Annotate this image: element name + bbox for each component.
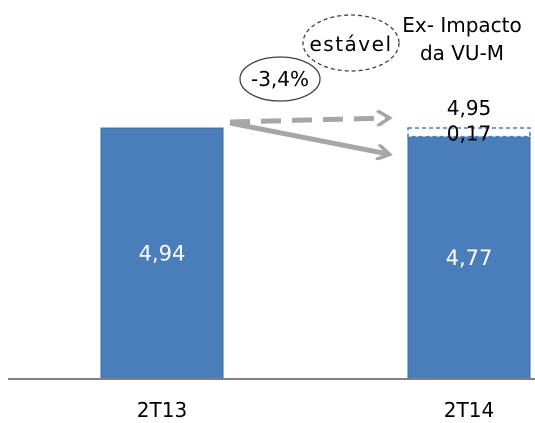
bar-2t14-increment bbox=[407, 127, 531, 138]
arrow-solid-decline bbox=[229, 120, 388, 154]
tick-label-2t13: 2T13 bbox=[137, 398, 187, 422]
change-ellipse bbox=[239, 56, 321, 102]
tick-label-2t14: 2T14 bbox=[444, 398, 494, 422]
data-label-2t13: 4,94 bbox=[139, 242, 186, 266]
bar-2t13 bbox=[100, 127, 224, 380]
stable-annotation: estável bbox=[309, 32, 392, 56]
bar-2t14 bbox=[407, 136, 531, 380]
change-annotation: -3,4% bbox=[251, 67, 309, 91]
data-label-total: 4,95 bbox=[447, 96, 492, 120]
data-label-increment: 0,17 bbox=[447, 121, 492, 145]
ex-impact-label-line2: da VU-M bbox=[420, 41, 504, 65]
data-label-2t14: 4,77 bbox=[446, 246, 493, 270]
stable-ellipse bbox=[302, 14, 400, 72]
arrow-dashed-stable bbox=[229, 118, 388, 122]
ex-impact-label-line1: Ex- Impacto bbox=[402, 13, 521, 37]
